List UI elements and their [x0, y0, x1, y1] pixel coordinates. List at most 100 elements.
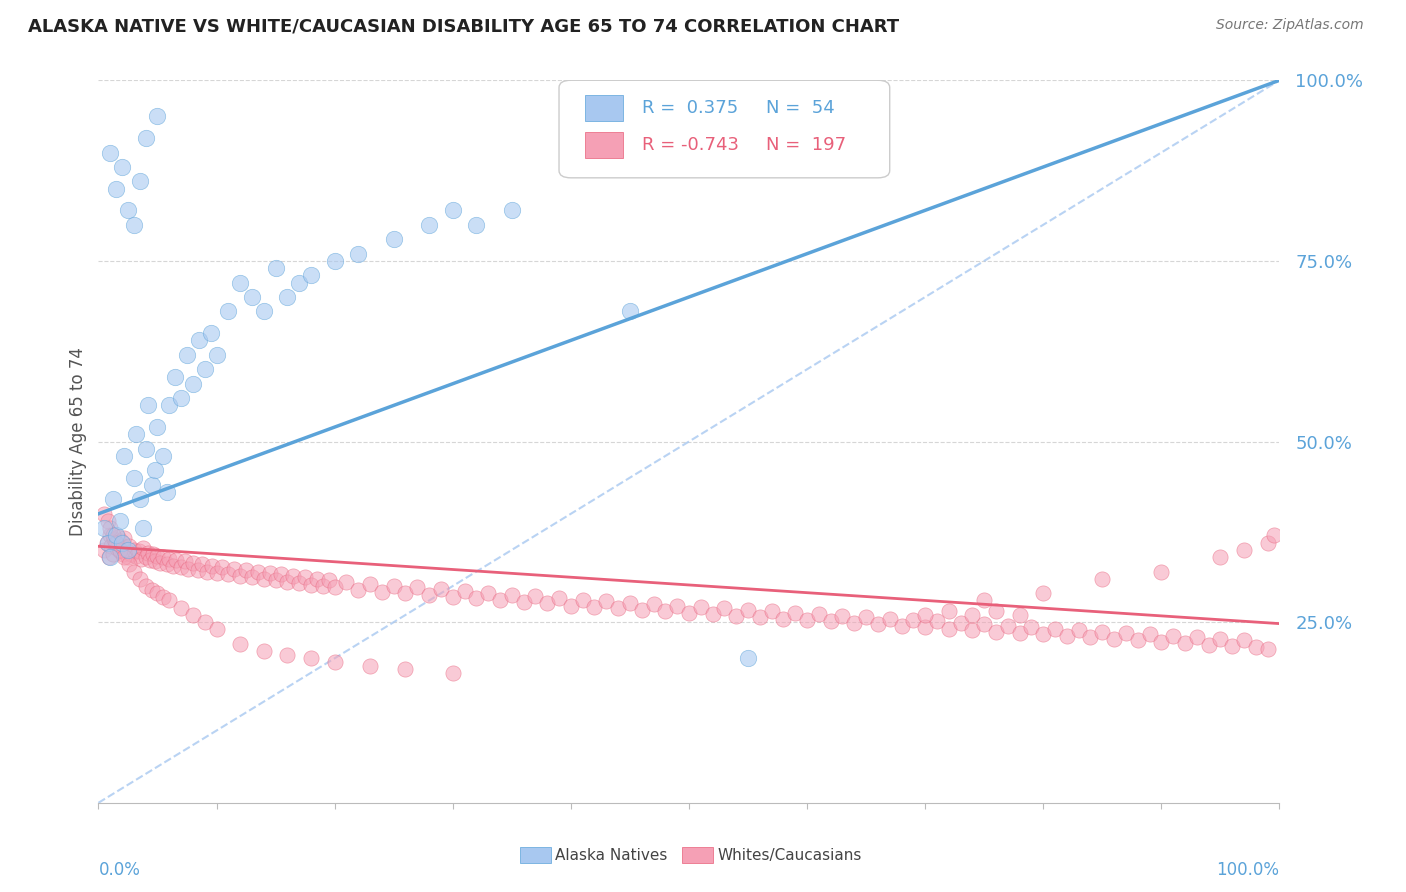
Point — [105, 537, 128, 551]
Point — [713, 601, 735, 615]
Point — [1150, 565, 1173, 579]
Point — [97, 514, 120, 528]
Point — [1021, 620, 1043, 634]
Point — [276, 574, 298, 589]
Point — [1185, 631, 1208, 645]
Point — [205, 348, 228, 362]
Point — [105, 182, 128, 196]
Point — [903, 613, 925, 627]
Point — [465, 218, 488, 232]
Point — [288, 276, 311, 290]
Point — [382, 579, 405, 593]
Point — [152, 449, 174, 463]
Point — [211, 560, 233, 574]
Point — [264, 261, 287, 276]
Point — [938, 604, 960, 618]
Point — [122, 218, 145, 232]
Point — [1067, 623, 1090, 637]
Point — [866, 617, 889, 632]
Point — [229, 276, 252, 290]
Point — [135, 131, 157, 145]
Point — [737, 651, 759, 665]
Point — [305, 572, 328, 586]
Point — [146, 586, 169, 600]
Point — [489, 593, 512, 607]
Point — [938, 622, 960, 636]
Point — [997, 619, 1019, 633]
Point — [98, 550, 121, 565]
Point — [107, 530, 129, 544]
Point — [98, 145, 121, 160]
Point — [101, 528, 124, 542]
Point — [418, 218, 440, 232]
Point — [111, 535, 134, 549]
Point — [323, 655, 346, 669]
Point — [465, 591, 488, 606]
Point — [146, 549, 169, 563]
Point — [962, 607, 984, 622]
Point — [1139, 627, 1161, 641]
Point — [156, 485, 179, 500]
Point — [619, 596, 641, 610]
Point — [441, 203, 464, 218]
Point — [1263, 528, 1285, 542]
Point — [1032, 627, 1054, 641]
Point — [194, 362, 217, 376]
Point — [103, 532, 125, 546]
Point — [111, 539, 134, 553]
Point — [240, 290, 263, 304]
Point — [772, 611, 794, 625]
Point — [1115, 626, 1137, 640]
Point — [654, 604, 676, 618]
Point — [217, 567, 239, 582]
Point — [984, 604, 1007, 618]
Point — [141, 582, 163, 597]
Point — [170, 600, 193, 615]
Point — [157, 551, 180, 566]
Point — [187, 563, 209, 577]
Point — [93, 542, 115, 557]
Point — [1174, 636, 1197, 650]
Point — [132, 521, 155, 535]
Point — [548, 591, 571, 605]
Point — [283, 569, 305, 583]
Point — [132, 541, 155, 556]
Text: Source: ZipAtlas.com: Source: ZipAtlas.com — [1216, 18, 1364, 32]
Point — [702, 607, 724, 622]
Point — [97, 535, 120, 549]
Point — [984, 624, 1007, 639]
Point — [122, 565, 145, 579]
Point — [725, 608, 748, 623]
Point — [524, 589, 547, 603]
Point — [949, 615, 972, 630]
Point — [93, 521, 115, 535]
Text: R = -0.743: R = -0.743 — [641, 136, 738, 153]
Point — [1161, 629, 1184, 643]
Point — [571, 592, 593, 607]
Point — [129, 551, 152, 566]
Point — [1198, 638, 1220, 652]
Point — [105, 541, 128, 556]
Point — [583, 599, 606, 614]
Point — [240, 570, 263, 584]
Point — [194, 615, 217, 630]
Point — [1091, 572, 1114, 586]
Point — [146, 420, 169, 434]
Point — [359, 658, 381, 673]
Point — [312, 579, 335, 593]
Point — [253, 304, 276, 318]
Point — [170, 560, 193, 574]
Point — [98, 521, 121, 535]
Point — [205, 566, 228, 580]
Point — [170, 391, 193, 405]
Point — [323, 581, 346, 595]
Point — [108, 544, 131, 558]
Point — [607, 601, 630, 615]
Point — [501, 588, 523, 602]
Point — [299, 651, 322, 665]
Point — [112, 532, 135, 546]
Point — [406, 581, 429, 595]
Point — [173, 554, 195, 568]
Point — [890, 619, 912, 633]
Point — [146, 110, 169, 124]
